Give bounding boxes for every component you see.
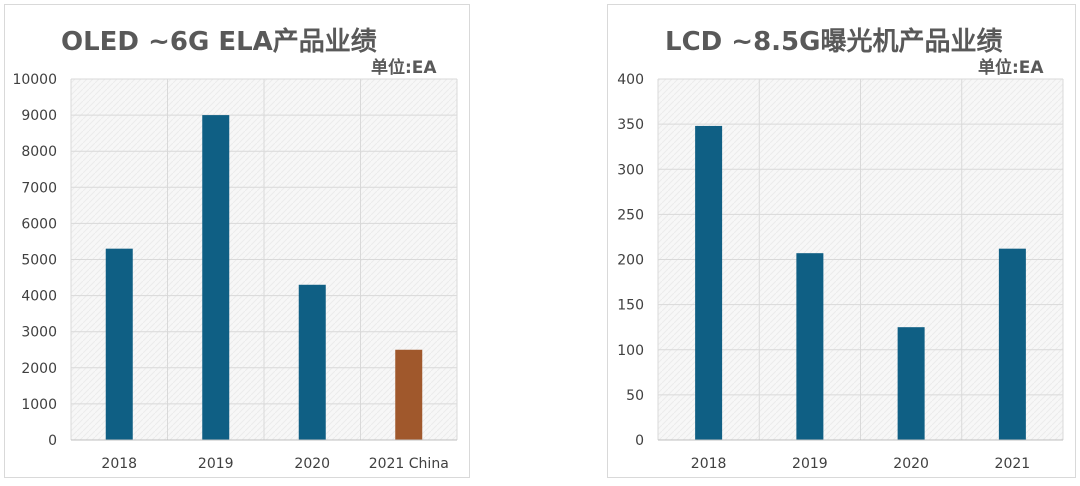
oled-y-tick-label: 5000 bbox=[21, 253, 57, 269]
oled-y-tick-label: 2000 bbox=[21, 361, 57, 377]
oled-y-tick-label: 1000 bbox=[21, 397, 57, 413]
lcd-y-tick-label: 100 bbox=[617, 343, 644, 359]
lcd-y-tick-label: 350 bbox=[617, 117, 644, 133]
oled-unit-label: 单位:EA bbox=[371, 58, 437, 78]
lcd-chart-title: LCD ~8.5G曝光机产品业绩 bbox=[665, 27, 1003, 57]
lcd-y-tick-label: 200 bbox=[617, 253, 644, 269]
oled-y-tick-label: 7000 bbox=[21, 180, 57, 196]
lcd-bar-2020 bbox=[897, 327, 925, 440]
lcd-y-tick-label: 150 bbox=[617, 298, 644, 314]
oled-chart-title: OLED ~6G ELA产品业绩 bbox=[61, 27, 377, 57]
oled-x-tick-label: 2019 bbox=[198, 456, 234, 472]
lcd-chart-panel: LCD ~8.5G曝光机产品业绩 单位:EA 0 50 100 150 200 250 30… bbox=[607, 4, 1076, 478]
oled-bar-2020 bbox=[298, 284, 326, 440]
oled-y-tick-label: 10000 bbox=[12, 72, 57, 88]
lcd-x-tick-label: 2021 bbox=[995, 456, 1031, 472]
lcd-y-tick-label: 250 bbox=[617, 207, 644, 223]
oled-x-tick-label: 2018 bbox=[101, 456, 137, 472]
oled-bar-2019 bbox=[202, 115, 230, 440]
oled-bar-chart: 0 1000 2000 3000 4000 5000 6000 7000 8000 9000 100… bbox=[12, 72, 458, 472]
lcd-bar-2018 bbox=[695, 125, 723, 441]
oled-bar-2021-china bbox=[395, 349, 423, 440]
lcd-unit-label: 单位:EA bbox=[978, 58, 1044, 78]
lcd-bar-2019 bbox=[796, 253, 824, 440]
lcd-x-tick-label: 2020 bbox=[893, 456, 929, 472]
lcd-y-tick-label: 50 bbox=[626, 388, 644, 404]
lcd-x-tick-label: 2019 bbox=[792, 456, 828, 472]
oled-bar-2018 bbox=[105, 248, 133, 440]
lcd-y-tick-label: 0 bbox=[635, 433, 644, 449]
oled-y-tick-label: 0 bbox=[48, 433, 57, 449]
lcd-bar-2021 bbox=[998, 248, 1026, 440]
oled-y-tick-label: 6000 bbox=[21, 216, 57, 232]
lcd-y-tick-label: 300 bbox=[617, 162, 644, 178]
lcd-bar-chart: 0 50 100 150 200 250 300 350 400 2018 2019 2020 2021 bbox=[617, 72, 1064, 472]
oled-y-tick-label: 4000 bbox=[21, 289, 57, 305]
oled-y-tick-label: 9000 bbox=[21, 108, 57, 124]
oled-y-tick-label: 8000 bbox=[21, 144, 57, 160]
oled-chart-panel: OLED ~6G ELA产品业绩 单位:EA 0 1000 2000 3000 4000… bbox=[4, 4, 470, 478]
lcd-y-tick-label: 400 bbox=[617, 72, 644, 88]
oled-x-tick-label: 2020 bbox=[294, 456, 330, 472]
lcd-x-tick-label: 2018 bbox=[691, 456, 727, 472]
oled-x-tick-label: 2021 China bbox=[369, 456, 449, 472]
oled-y-tick-label: 3000 bbox=[21, 325, 57, 341]
